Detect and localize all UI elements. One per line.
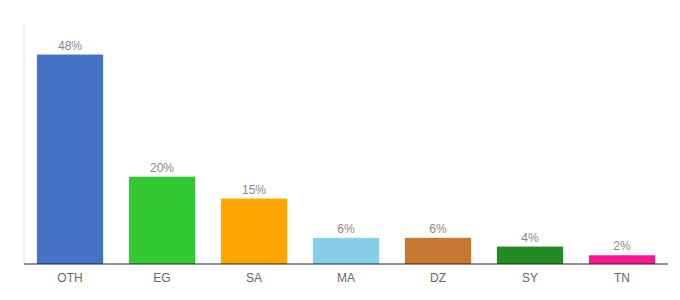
x-tick-label: DZ — [430, 271, 446, 285]
texts: 48% 20% 15% 6% 6% 4% 2% OTH EG SA MA DZ SY TN — [57, 39, 631, 285]
x-tick-label: OTH — [57, 271, 82, 285]
x-tick-label: EG — [153, 271, 170, 285]
data-label: 4% — [521, 231, 539, 245]
bar — [313, 238, 379, 264]
x-axis-line — [24, 263, 668, 264]
data-label: 48% — [58, 39, 82, 53]
x-tick-label: TN — [614, 271, 630, 285]
chart-container: 48% 20% 15% 6% 6% 4% 2% OTH EG SA MA DZ SY TN — [0, 0, 680, 300]
bar — [37, 55, 103, 264]
bar — [589, 255, 655, 264]
x-tick-label: MA — [337, 271, 355, 285]
y-axis-line — [24, 24, 25, 264]
bar — [221, 199, 287, 264]
x-tick-label: SY — [522, 271, 538, 285]
data-label: 6% — [337, 222, 355, 236]
data-label: 15% — [242, 183, 266, 197]
chart-svg: 48% 20% 15% 6% 6% 4% 2% OTH EG SA MA DZ SY TN — [0, 0, 680, 300]
bar — [129, 177, 195, 264]
bar — [497, 247, 563, 264]
bars — [37, 55, 655, 264]
data-label: 6% — [429, 222, 447, 236]
x-tick-label: SA — [246, 271, 262, 285]
bar — [405, 238, 471, 264]
data-label: 20% — [150, 161, 174, 175]
data-label: 2% — [613, 239, 631, 253]
